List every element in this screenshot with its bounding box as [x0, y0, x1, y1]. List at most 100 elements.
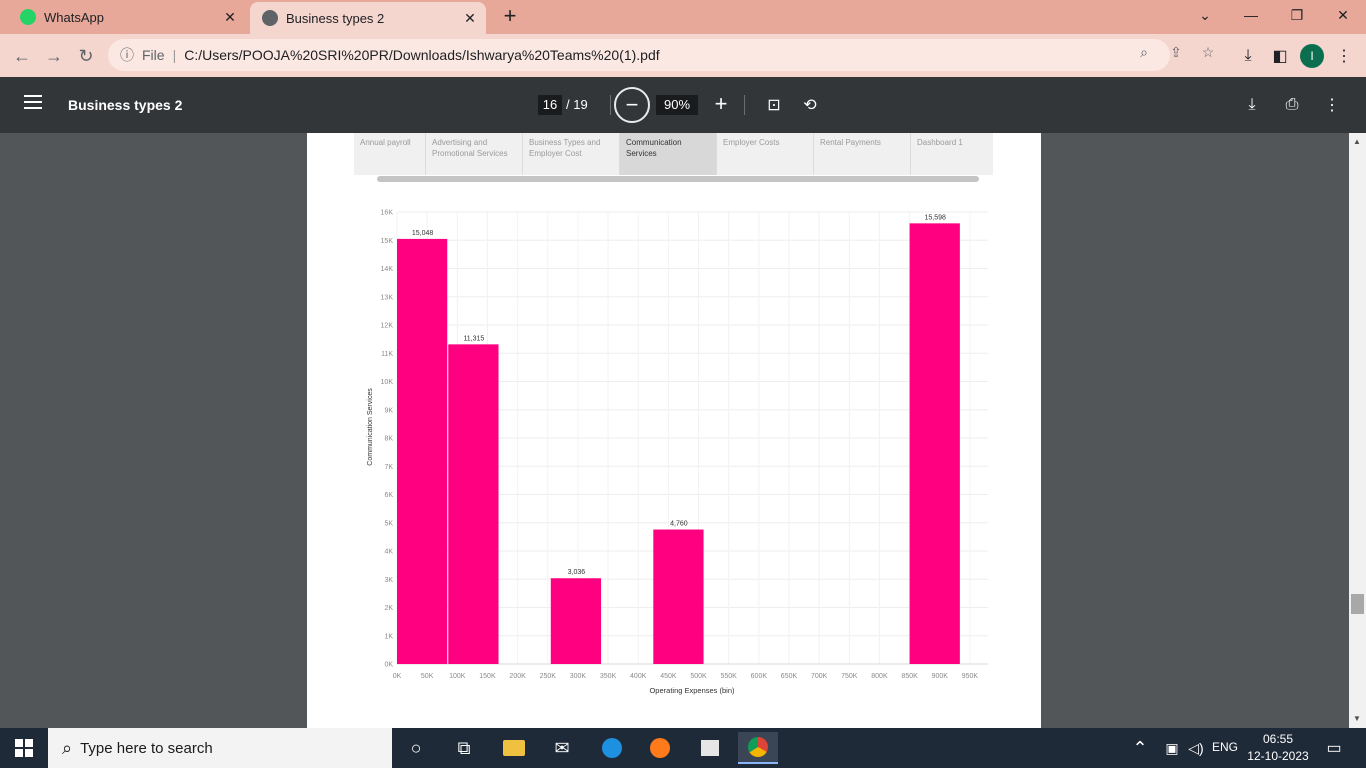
zoom-level-input[interactable]: 90% [656, 95, 698, 115]
language-indicator[interactable]: ENG [1212, 740, 1239, 754]
dashboard-tab-selected[interactable]: Communication Services [620, 133, 717, 175]
y-tick-label: 3K [384, 577, 393, 584]
x-tick-label: 800K [871, 673, 888, 680]
share-icon[interactable]: ⇪ [1170, 43, 1182, 60]
x-axis-ticks: 0K 50K 100K 150K 200K 250K 300K 350K 400K 450K 500… [393, 673, 979, 680]
tab-business-types[interactable]: Business types 2 ✕ [250, 2, 486, 34]
zoom-icon[interactable]: ⌕ [1140, 43, 1148, 60]
zoom-out-button[interactable]: − [614, 87, 650, 123]
y-tick-label: 8K [384, 436, 393, 443]
y-tick-label: 6K [384, 492, 393, 499]
pdf-more-icon[interactable]: ⋮ [1324, 97, 1340, 114]
y-axis-ticks: 0K 1K 2K 3K 4K 5K 6K 7K 8K 9K 10K 11K 12K 13K 14K 15K 16… [381, 210, 394, 669]
side-panel-icon[interactable]: ◧ [1272, 48, 1288, 65]
address-url: C:/Users/POOJA%20SRI%20PR/Downloads/Ishw… [184, 47, 660, 63]
window-close-icon[interactable]: ✕ [1337, 6, 1349, 23]
y-tick-label: 2K [384, 605, 393, 612]
x-tick-label: 650K [781, 673, 798, 680]
pdf-toolbar: Business types 2 16 / 19 − 90% + ⊡ ⟲ ⤓ ⎙… [0, 77, 1366, 133]
x-tick-label: 350K [600, 673, 617, 680]
page-total: / 19 [566, 97, 588, 112]
mail-icon[interactable]: ✉ [554, 737, 570, 758]
y-tick-label: 14K [381, 266, 394, 273]
reload-icon[interactable]: ↻ [78, 45, 94, 66]
address-bar[interactable]: ⓘ File | C:/Users/POOJA%20SRI%20PR/Downl… [108, 39, 1170, 71]
tab-whatsapp[interactable]: WhatsApp ✕ [8, 0, 246, 34]
bar-value-label: 15,048 [412, 230, 434, 237]
x-tick-label: 300K [570, 673, 587, 680]
notifications-icon[interactable]: ▭ [1326, 740, 1342, 757]
info-icon[interactable]: ⓘ [120, 47, 134, 63]
search-placeholder: Type here to search [80, 739, 213, 757]
horizontal-scrollbar[interactable] [377, 176, 979, 182]
network-icon[interactable]: ▣ [1165, 739, 1179, 756]
x-tick-label: 900K [932, 673, 949, 680]
dashboard-tab[interactable]: Advertising and Promotional Services [426, 133, 523, 175]
cortana-icon[interactable]: ○ [410, 737, 422, 758]
pdf-title: Business types 2 [68, 97, 183, 113]
close-icon[interactable]: ✕ [464, 9, 476, 26]
system-clock[interactable]: 06:55 12-10-2023 [1240, 731, 1316, 765]
x-tick-label: 450K [660, 673, 677, 680]
bar-value-label: 15,598 [925, 214, 947, 221]
edge-icon[interactable] [592, 732, 632, 764]
chart-bar [397, 238, 448, 665]
downloads-icon[interactable]: ⤓ [1244, 47, 1252, 64]
new-tab-button[interactable]: + [503, 3, 517, 28]
scrollbar-thumb[interactable] [1351, 594, 1364, 614]
y-axis-title: Communication Services [367, 388, 374, 466]
volume-icon[interactable]: ◁) [1188, 739, 1204, 756]
y-tick-label: 5K [384, 520, 393, 527]
taskbar-search-box[interactable]: ⌕ Type here to search [48, 728, 392, 768]
divider [610, 95, 611, 115]
forward-icon[interactable]: → [45, 45, 63, 66]
scroll-down-icon[interactable]: ▼ [1353, 714, 1361, 723]
page-number-input[interactable]: 16 [538, 95, 562, 115]
microsoft-store-icon[interactable] [690, 732, 730, 764]
task-view-icon[interactable]: ⧉ [457, 737, 471, 758]
zoom-in-button[interactable]: + [714, 91, 728, 116]
firefox-icon[interactable] [640, 732, 680, 764]
windows-start-icon[interactable] [0, 728, 48, 768]
chart-bar [653, 529, 704, 664]
scroll-up-icon[interactable]: ▲ [1353, 137, 1361, 146]
y-tick-label: 15K [381, 238, 394, 245]
vertical-scrollbar[interactable]: ▲ ▼ [1349, 133, 1366, 728]
dashboard-tab[interactable]: Rental Payments [814, 133, 911, 175]
y-tick-label: 16K [381, 210, 394, 217]
show-hidden-icons-icon[interactable]: ⌃ [1132, 737, 1148, 758]
browser-toolbar: ← → ↻ ⓘ File | C:/Users/POOJA%20SRI%20PR… [0, 34, 1366, 77]
bar-value-label: 11,315 [463, 335, 484, 342]
y-tick-label: 1K [384, 633, 393, 640]
y-tick-label: 11K [381, 351, 393, 358]
file-explorer-icon[interactable] [494, 732, 534, 764]
x-tick-label: 250K [540, 673, 557, 680]
print-icon[interactable]: ⎙ [1285, 96, 1299, 113]
restore-icon[interactable]: ❐ [1290, 6, 1304, 23]
close-icon[interactable]: ✕ [224, 8, 236, 25]
x-tick-label: 750K [841, 673, 858, 680]
x-tick-label: 100K [449, 673, 466, 680]
profile-avatar[interactable]: I [1300, 44, 1324, 68]
fit-to-page-icon[interactable]: ⊡ [767, 97, 781, 114]
dashboard-tab[interactable]: Dashboard 1 [917, 138, 963, 147]
address-scheme: File [142, 47, 165, 63]
chrome-icon[interactable] [738, 732, 778, 764]
download-icon[interactable]: ⤓ [1248, 96, 1256, 113]
tab-search-icon[interactable]: ⌄ [1199, 6, 1211, 23]
minimize-icon[interactable]: — [1244, 7, 1258, 23]
dashboard-tab[interactable]: Business Types and Employer Cost [523, 133, 620, 175]
bookmark-star-icon[interactable]: ☆ [1201, 43, 1215, 60]
y-tick-label: 7K [384, 464, 393, 471]
x-tick-label: 550K [721, 673, 738, 680]
back-icon[interactable]: ← [13, 45, 31, 66]
tab-title: Business types 2 [286, 10, 385, 26]
dashboard-tab[interactable]: Employer Costs [717, 133, 814, 175]
dashboard-tab[interactable]: Annual payroll [354, 133, 426, 175]
rotate-icon[interactable]: ⟲ [803, 97, 817, 114]
chart-bar [909, 223, 960, 664]
bar-value-label: 3,036 [568, 569, 586, 576]
hamburger-menu-icon[interactable] [24, 95, 42, 115]
more-menu-icon[interactable]: ⋮ [1336, 48, 1352, 65]
y-tick-label: 4K [384, 549, 393, 556]
